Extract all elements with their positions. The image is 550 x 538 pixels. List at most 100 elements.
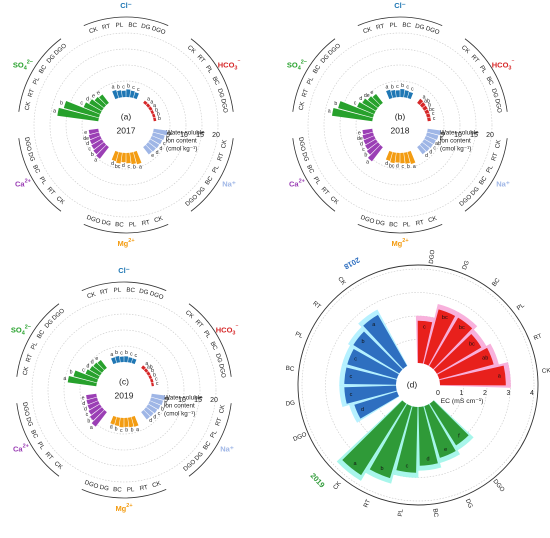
radial-tick-b-15: 15 xyxy=(470,132,478,139)
bar-a-hco3-DGO xyxy=(153,117,157,122)
ec-tick-4: 4 xyxy=(530,390,534,397)
treatment-label-c-na-DG: DG xyxy=(193,450,205,462)
ec-treatment-label-2018-BC: BC xyxy=(285,365,295,373)
bar-c-na-CK xyxy=(151,393,166,401)
treatment-label-b-so4-DGO: DGO xyxy=(327,42,342,57)
treatment-label-c-ca-DG: DG xyxy=(24,416,34,427)
bar-c-so4-DGO xyxy=(97,359,107,370)
ion-label-mg-b: Mg2+ xyxy=(391,238,408,248)
ec-letter-2019-RT: b xyxy=(380,466,383,472)
letter-a-cl-DGO: c xyxy=(137,87,140,93)
letter-b-na-PL: ab xyxy=(435,141,441,147)
treatment-label-c-mg-RT: RT xyxy=(139,484,149,493)
bar-a-so4-CK xyxy=(57,107,99,122)
bar-c-mg-DGO xyxy=(110,415,117,425)
letter-b-mg-CK: a xyxy=(413,164,416,170)
ec-bar-2018-DGO xyxy=(354,391,399,419)
bar-a-so4-RT xyxy=(63,100,101,118)
bar-a-mg-DGO xyxy=(111,150,119,162)
bar-a-na-DGO xyxy=(143,145,153,155)
treatment-label-a-so4-RT: RT xyxy=(27,88,36,98)
ec-year-label-2018: 2018 xyxy=(342,255,361,271)
gridline-a-20 xyxy=(33,32,219,218)
treatment-label-c-so4-PL: PL xyxy=(30,340,40,350)
treatment-label-a-na-CK: CK xyxy=(220,138,229,149)
bar-c-cl-RT xyxy=(115,355,121,363)
radial-tick-b-5: 5 xyxy=(440,132,444,139)
letter-c-mg-DG: b xyxy=(115,426,118,432)
ion-label-so4-a: SO42− xyxy=(13,60,33,72)
ec-bar-2017-PL xyxy=(433,334,482,374)
bar-b-so4-BC xyxy=(362,98,378,111)
letter-a-cl-PL: c xyxy=(122,85,125,91)
treatment-label-a-so4-PL: PL xyxy=(32,75,42,85)
bar-b-na-BC xyxy=(422,139,433,149)
treatment-label-c-hco3-PL: PL xyxy=(202,329,212,340)
treatment-label-b-cl-DG: DG xyxy=(414,23,425,32)
bar-c-na-DGO xyxy=(141,410,151,420)
bar-a-ca-BC xyxy=(89,135,102,145)
letter-b-ca-DG: de xyxy=(357,136,363,142)
ec-bar-2019-BC xyxy=(418,406,438,466)
panel-letter-a: (a) xyxy=(121,111,132,121)
letter-a-hco3-RT: a xyxy=(150,100,153,106)
ion-label-na-c: Na⁺ xyxy=(220,444,234,453)
letter-a-mg-RT: b xyxy=(133,165,136,171)
treatment-label-c-cl-BC: BC xyxy=(126,287,136,295)
ion-label-cl-a: Cl⁻ xyxy=(120,1,132,10)
letter-a-ca-RT: b xyxy=(91,152,94,158)
bar-c-mg-RT xyxy=(127,417,134,428)
letter-b-hco3-RT: ab xyxy=(424,99,430,105)
bar-b-mg-RT xyxy=(403,152,410,164)
treatment-label-b-ca-PL: PL xyxy=(312,176,322,187)
letter-c-mg-DGO: d xyxy=(110,425,113,431)
letter-b-na-RT: b xyxy=(440,136,443,142)
bar-c-cl-DGO xyxy=(131,358,137,365)
treatment-label-b-hco3-PL: PL xyxy=(478,64,488,75)
bar-c-cl-PL xyxy=(119,356,124,363)
ec-letter-2019-DGO: f xyxy=(458,433,460,439)
bar-b-hco3-PL xyxy=(422,105,428,111)
bar-c-hco3-CK xyxy=(141,365,146,370)
letter-c-hco3-DGO: c xyxy=(156,381,159,387)
letter-b-so4-PL: c xyxy=(354,100,357,106)
letter-c-na-DG: d xyxy=(153,415,156,421)
bar-a-cl-RT xyxy=(117,90,123,98)
treatment-label-c-so4-RT: RT xyxy=(25,353,34,363)
treatment-label-c-na-RT: RT xyxy=(214,417,223,427)
bar-b-cl-PL xyxy=(395,90,400,98)
letter-a-so4-BC: d xyxy=(86,97,89,103)
ion-label-ca-c: Ca2+ xyxy=(13,444,29,454)
bar-a-na-DG xyxy=(145,142,156,152)
bar-c-ca-PL xyxy=(88,404,102,415)
bar-a-hco3-CK xyxy=(143,100,148,105)
letter-c-ca-DG: d xyxy=(82,401,85,407)
treatment-label-b-cl-DGO: DGO xyxy=(425,25,441,36)
radial-axis-title-a-2: (cmol kg⁻¹) xyxy=(166,146,197,153)
ec-letter-2018-CK: a xyxy=(372,322,376,328)
letter-b-cl-RT: b xyxy=(391,84,394,90)
bar-b-na-RT xyxy=(425,132,439,140)
bar-b-ca-RT xyxy=(366,142,381,155)
bar-c-na-RT xyxy=(149,397,164,406)
ec-outer-ring xyxy=(297,264,539,506)
letter-a-ca-CK: a xyxy=(94,157,97,163)
letter-a-na-CK: a xyxy=(169,131,172,137)
letter-a-cl-BC: b xyxy=(127,83,130,89)
panel-year-a: 2017 xyxy=(117,125,136,135)
group-arc-b-so4 xyxy=(292,38,336,112)
bar-c-na-BC xyxy=(146,404,158,414)
bar-a-ca-RT xyxy=(93,142,107,155)
letter-a-hco3-DGO: b xyxy=(158,116,161,122)
treatment-label-b-na-DGO: DGO xyxy=(458,193,473,208)
ec-treatment-label-2019-CK: CK xyxy=(332,479,343,491)
letter-a-mg-DGO: d xyxy=(111,161,114,167)
treatment-label-c-hco3-RT: RT xyxy=(194,319,205,330)
letter-a-ca-PL: c xyxy=(88,147,91,153)
letter-b-mg-BC: d xyxy=(396,163,399,169)
ec-bar-2019-PL xyxy=(396,406,418,473)
treatment-label-a-na-PL: PL xyxy=(211,164,221,174)
treatment-label-a-cl-RT: RT xyxy=(102,23,112,32)
treatment-label-b-so4-BC: BC xyxy=(312,63,323,74)
group-arc-a-ca xyxy=(18,138,62,212)
